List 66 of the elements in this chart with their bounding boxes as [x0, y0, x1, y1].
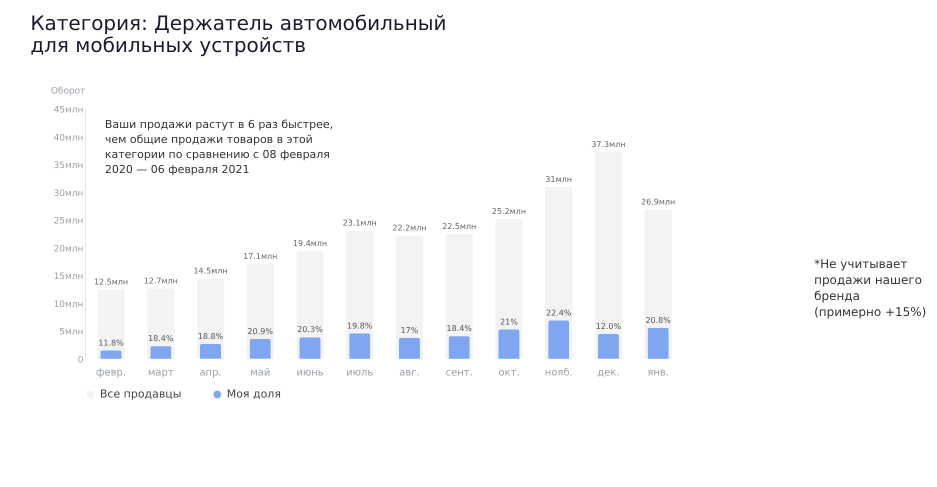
x-tick-label: янв.	[647, 367, 669, 378]
y-tick-label: 25млн	[54, 216, 84, 227]
data-label: 31млн	[545, 174, 572, 184]
annotation: 22.4%	[546, 308, 572, 318]
annotation: 11.8%	[98, 338, 124, 348]
chart-title: Категория: Держатель автомобильный для мобильных устройств	[30, 11, 447, 58]
data-label: 12.7млн	[144, 276, 178, 286]
x-tick-label: окт.	[498, 367, 520, 378]
bar	[398, 338, 420, 359]
annotation: 20.3%	[297, 325, 324, 334]
bar	[97, 289, 125, 359]
x-tick-label: дек.	[597, 367, 620, 378]
data-label: 23.1млн	[342, 218, 377, 228]
bar	[594, 152, 622, 359]
annotation: 21%	[500, 317, 518, 326]
data-label: 25.2млн	[492, 206, 526, 216]
data-label: 22.5млн	[442, 222, 476, 231]
x-tick-label: февр.	[96, 367, 126, 378]
y-tick-label: 0	[78, 355, 84, 366]
bar	[498, 329, 520, 359]
annotation: 17%	[400, 326, 419, 335]
annotation: 18.8%	[198, 332, 224, 341]
y-axis-title: Оборот	[50, 86, 86, 97]
y-tick-label: 5млн	[59, 328, 84, 338]
bar	[250, 338, 271, 359]
annotation: 20.8%	[645, 316, 672, 325]
annotation: 20.9%	[248, 326, 274, 336]
x-tick-label: март	[148, 367, 174, 378]
legend-label: Все продавцы	[100, 388, 182, 401]
x-tick-label: июнь	[296, 367, 324, 378]
y-tick-label: 15млн	[54, 272, 84, 282]
x-tick-label: авг.	[399, 367, 420, 378]
bar	[548, 320, 570, 359]
data-label: 22.2млн	[392, 224, 427, 233]
x-tick-label: сент.	[446, 367, 473, 378]
x-tick-label: май	[250, 367, 270, 378]
annotation: 12.0%	[596, 322, 622, 331]
data-label: 14.5млн	[193, 266, 228, 276]
bar	[150, 346, 172, 359]
legend-label: Моя доля	[226, 388, 281, 401]
data-label: 12.5млн	[94, 277, 128, 286]
y-tick-label: 20млн	[54, 244, 84, 254]
annotation: Ваши продажи растут в 6 раз быстрее, чем общие продажи товаров в этой категории по сравнению с 08 февраля 2020 — 06 февраля 2021	[104, 118, 334, 176]
data-label: 26.9млн	[641, 198, 676, 207]
bar	[349, 333, 370, 359]
data-label: 37.3млн	[591, 140, 626, 149]
annotation: 18.4%	[446, 324, 472, 334]
y-tick-label: 30млн	[54, 188, 84, 199]
data-label: 17.1млн	[243, 252, 278, 261]
bar	[598, 334, 619, 359]
bar	[299, 337, 320, 359]
x-tick-label: апр.	[199, 367, 222, 378]
data-label: 19.4млн	[292, 239, 328, 248]
y-tick-label: 40млн	[54, 133, 84, 144]
bar	[100, 350, 122, 359]
bar	[448, 336, 470, 359]
bar	[648, 328, 669, 359]
y-tick-label: 35млн	[54, 161, 84, 172]
x-tick-label: июль	[346, 367, 374, 378]
y-tick-label: 45млн	[54, 106, 84, 116]
y-tick-label: 10млн	[54, 300, 84, 310]
x-tick-label: нояб.	[544, 367, 573, 378]
annotation: 18.4%	[148, 334, 174, 344]
text: *Не учитывает продажи нашего бренда (примерно +15%)	[814, 256, 926, 319]
bar	[200, 344, 222, 359]
annotation: 19.8%	[347, 321, 373, 330]
